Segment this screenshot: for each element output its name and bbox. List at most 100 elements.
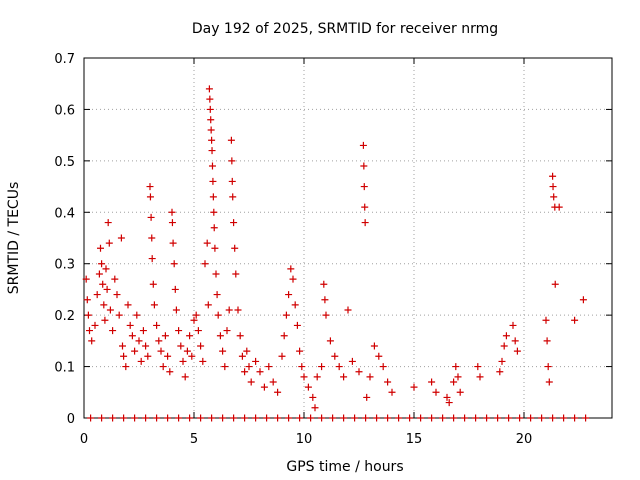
data-point	[274, 414, 282, 422]
data-point	[86, 327, 93, 335]
data-point	[544, 363, 552, 371]
data-point	[340, 373, 348, 381]
data-point	[228, 157, 236, 165]
x-tick-label: 15	[406, 432, 423, 447]
data-point	[291, 301, 299, 309]
data-point	[153, 321, 161, 329]
data-point	[579, 296, 587, 304]
data-point	[439, 414, 447, 422]
data-point	[527, 414, 535, 422]
data-point	[95, 270, 103, 278]
data-point	[326, 337, 334, 345]
data-point	[502, 332, 510, 340]
data-point	[472, 414, 480, 422]
data-point	[212, 270, 220, 278]
data-point	[210, 224, 218, 232]
data-point	[172, 306, 180, 314]
x-axis-title: GPS time / hours	[286, 459, 403, 475]
data-point	[207, 116, 215, 124]
data-point	[207, 126, 215, 134]
x-tick-label: 0	[80, 432, 88, 447]
y-tick-label: 0.2	[54, 309, 75, 324]
data-point	[370, 342, 378, 350]
data-point	[318, 363, 326, 371]
y-tick-label: 0.1	[54, 361, 75, 376]
data-point	[256, 368, 264, 376]
data-point	[582, 414, 590, 422]
data-point	[115, 311, 123, 319]
data-point	[252, 414, 260, 422]
data-point	[203, 239, 211, 247]
data-point	[549, 172, 557, 180]
data-point	[232, 270, 240, 278]
data-point	[395, 414, 403, 422]
data-point	[360, 162, 368, 170]
data-point	[157, 347, 165, 355]
y-tick-label: 0	[67, 412, 75, 427]
data-point	[188, 352, 196, 360]
data-point	[550, 193, 558, 201]
data-point	[223, 327, 231, 335]
data-point	[307, 414, 315, 422]
data-point	[241, 368, 249, 376]
data-point	[428, 378, 436, 386]
data-point	[360, 183, 368, 191]
data-point	[461, 414, 469, 422]
axis-ticks: 0 0.1 0.2 0.3 0.4 0.5 0.6 0.7 0 5 10 15 20	[54, 52, 612, 447]
data-point	[285, 291, 293, 299]
data-point	[213, 291, 221, 299]
data-point	[359, 141, 367, 149]
data-point	[335, 363, 343, 371]
data-point	[208, 136, 216, 144]
data-point	[571, 316, 579, 324]
data-point	[238, 352, 246, 360]
data-point	[128, 332, 136, 340]
data-point	[197, 342, 205, 350]
data-point	[84, 311, 92, 319]
x-tick-label: 20	[516, 432, 533, 447]
data-point	[231, 244, 239, 252]
data-point	[126, 321, 134, 329]
data-point	[245, 363, 253, 371]
data-point	[227, 136, 235, 144]
data-point	[147, 213, 155, 221]
data-point	[181, 373, 189, 381]
data-point	[175, 414, 183, 422]
data-point	[211, 244, 219, 252]
data-point	[102, 265, 110, 273]
data-point	[164, 414, 172, 422]
data-point	[384, 414, 392, 422]
data-point	[498, 357, 506, 365]
data-point	[551, 280, 559, 288]
data-point	[331, 352, 339, 360]
data-point	[300, 373, 308, 381]
data-point	[137, 357, 145, 365]
data-point	[452, 363, 460, 371]
data-point	[208, 162, 216, 170]
data-point	[148, 234, 156, 242]
data-point	[516, 414, 524, 422]
data-point	[417, 414, 425, 422]
data-point	[450, 378, 458, 386]
data-point	[87, 414, 95, 422]
data-point	[511, 337, 519, 345]
data-point	[313, 373, 321, 381]
data-points	[82, 85, 590, 422]
data-point	[113, 291, 121, 299]
data-point	[219, 414, 227, 422]
data-point	[117, 234, 125, 242]
data-point	[133, 311, 141, 319]
data-point	[228, 177, 236, 185]
data-point	[241, 414, 249, 422]
data-point	[103, 285, 111, 293]
data-point	[513, 347, 521, 355]
data-point	[204, 301, 212, 309]
y-tick-label: 0.7	[54, 52, 75, 67]
data-point	[124, 301, 132, 309]
data-point	[214, 311, 222, 319]
data-point	[474, 363, 482, 371]
data-point	[216, 332, 224, 340]
data-point	[296, 414, 304, 422]
data-point	[135, 337, 143, 345]
data-point	[432, 388, 440, 396]
